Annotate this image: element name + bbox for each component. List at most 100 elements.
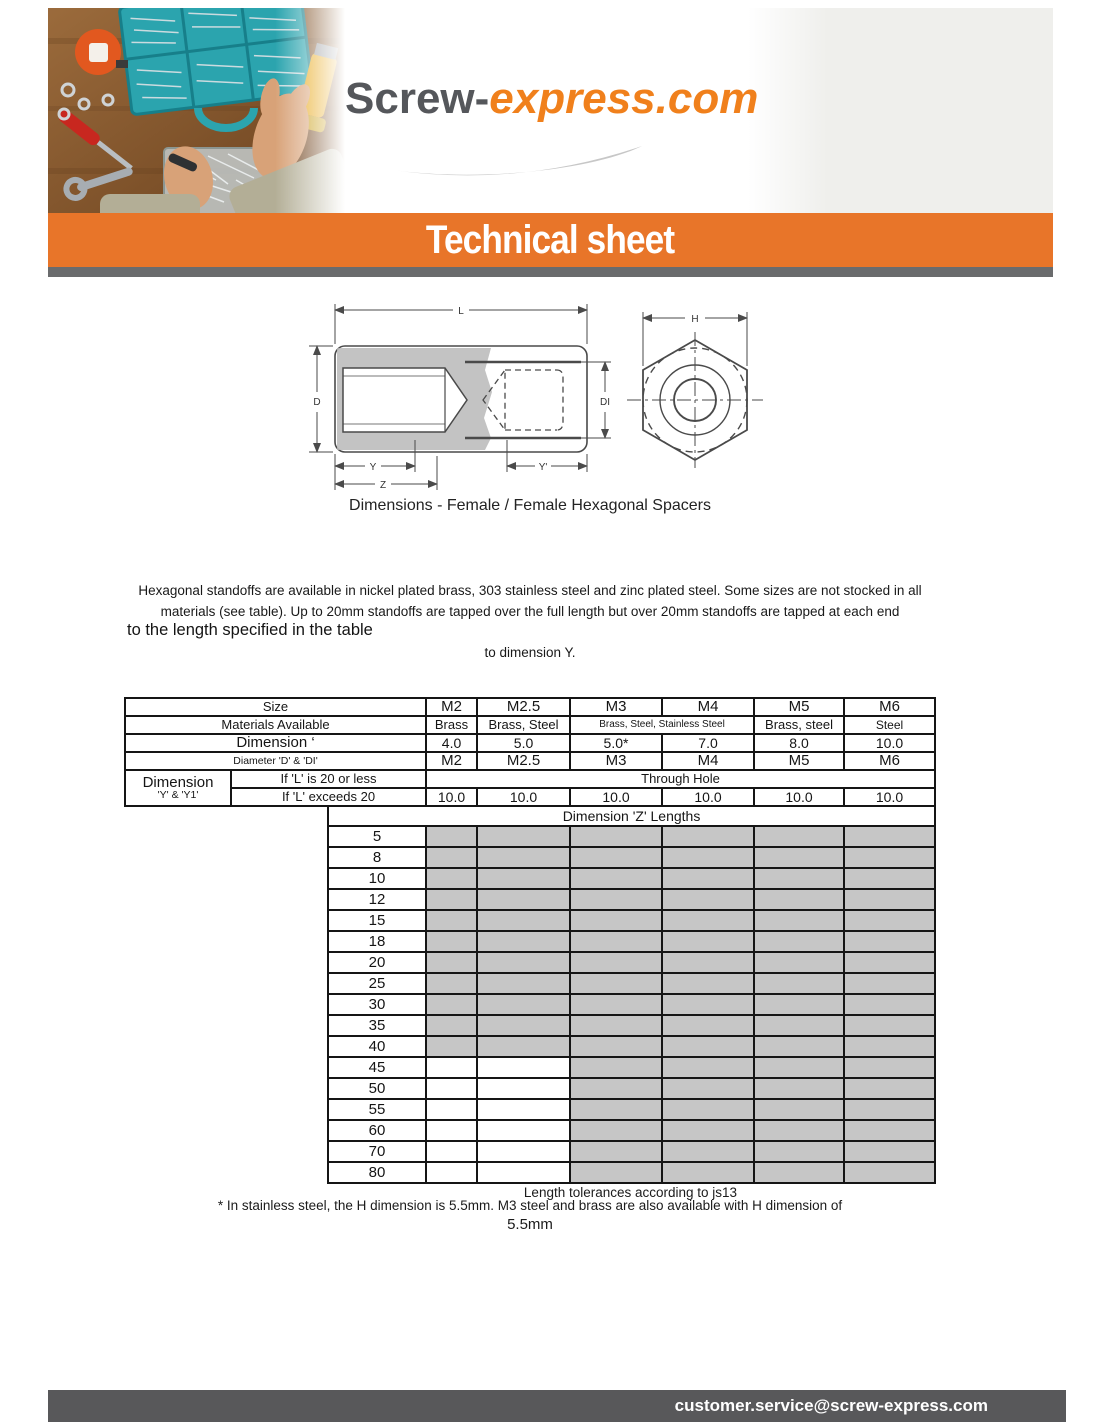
z-row-spacer — [125, 994, 328, 1015]
logo-text-express: express.com — [489, 74, 759, 123]
available-cell — [476, 1035, 572, 1058]
available-cell — [843, 993, 937, 1016]
z-row-spacer — [125, 1078, 328, 1099]
available-cell — [753, 1161, 846, 1184]
size-value: M4 — [661, 697, 756, 717]
z-row-spacer — [125, 1015, 328, 1036]
z-length-label: 12 — [326, 888, 428, 911]
z-row-spacer — [125, 1099, 328, 1120]
z-length-row: 60 — [125, 1119, 937, 1142]
condition-1-label: If 'L' is 20 or less — [229, 769, 428, 789]
dim-label-DI: DI — [600, 397, 610, 408]
z-row-spacer — [125, 868, 328, 889]
z-length-label: 80 — [326, 1161, 428, 1184]
spec-table: Size M2 M2.5 M3 M4 M5 M6 Materials Avail… — [123, 697, 937, 1184]
unavailable-cell — [425, 1056, 479, 1079]
available-cell — [476, 972, 572, 995]
unavailable-cell — [476, 1119, 572, 1142]
available-cell — [569, 1077, 664, 1100]
z-row-spacer — [125, 1162, 328, 1183]
condition-2-value: 10.0 — [753, 787, 846, 807]
available-cell — [753, 930, 846, 953]
available-cell — [753, 972, 846, 995]
available-cell — [843, 1098, 937, 1121]
available-cell — [753, 867, 846, 890]
available-cell — [661, 1077, 756, 1100]
available-cell — [476, 846, 572, 869]
available-cell — [661, 825, 756, 848]
available-cell — [661, 1098, 756, 1121]
dimension-h-value: 7.0 — [661, 733, 756, 753]
materials-row: Materials Available Brass Brass, Steel B… — [123, 715, 937, 735]
title-banner: Technical sheet — [48, 213, 1053, 267]
z-length-row: 20 — [125, 951, 937, 974]
z-length-label: 18 — [326, 930, 428, 953]
z-length-row: 25 — [125, 972, 937, 995]
available-cell — [569, 1119, 664, 1142]
diameter-value: M5 — [753, 751, 846, 771]
available-cell — [476, 825, 572, 848]
dimension-h-label: Dimension ‘ — [123, 733, 428, 753]
unavailable-cell — [476, 1098, 572, 1121]
diameter-label: Diameter 'D' & 'DI' — [123, 751, 428, 771]
materials-value: Brass, Steel, Stainless Steel — [569, 715, 756, 735]
condition-2-value: 10.0 — [843, 787, 937, 807]
spacer-drawing: L D DI Y Z Y' H — [309, 304, 763, 490]
available-cell — [661, 888, 756, 911]
screws-photo — [748, 8, 1053, 213]
footnote-line-2: 5.5mm — [507, 1216, 553, 1233]
workbench-photo-art — [48, 8, 345, 213]
available-cell — [753, 1077, 846, 1100]
customer-service-email[interactable]: customer.service@screw-express.com — [674, 1396, 988, 1415]
size-value: M2 — [425, 697, 479, 717]
logo: Screw-express.com — [345, 74, 758, 124]
available-cell — [843, 909, 937, 932]
z-length-row: 50 — [125, 1077, 937, 1100]
unavailable-cell — [425, 1119, 479, 1142]
available-cell — [569, 1014, 664, 1037]
condition-2-value: 10.0 — [661, 787, 756, 807]
condition-2-value: 10.0 — [569, 787, 664, 807]
available-cell — [425, 867, 479, 890]
available-cell — [661, 1035, 756, 1058]
materials-value: Brass, steel — [753, 715, 846, 735]
logo-swoosh — [392, 146, 642, 176]
z-row-spacer — [125, 1057, 328, 1078]
unavailable-cell — [425, 1161, 479, 1184]
available-cell — [843, 867, 937, 890]
z-length-label: 5 — [326, 825, 428, 848]
available-cell — [569, 930, 664, 953]
intro-line-4: to dimension Y. — [484, 645, 576, 660]
available-cell — [569, 867, 664, 890]
z-row-spacer — [125, 826, 328, 847]
materials-label: Materials Available — [123, 715, 428, 735]
z-length-label: 15 — [326, 909, 428, 932]
z-length-row: 30 — [125, 993, 937, 1016]
available-cell — [753, 1119, 846, 1142]
available-cell — [753, 909, 846, 932]
available-cell — [661, 1119, 756, 1142]
dimension-h-row: Dimension ‘ 4.0 5.0 5.0* 7.0 8.0 10.0 — [123, 733, 937, 753]
available-cell — [425, 1035, 479, 1058]
available-cell — [843, 951, 937, 974]
size-value: M2.5 — [476, 697, 572, 717]
screws-photo-art — [748, 8, 1053, 213]
available-cell — [476, 930, 572, 953]
materials-value: Brass — [425, 715, 479, 735]
diameter-value: M2 — [425, 751, 479, 771]
z-length-label: 8 — [326, 846, 428, 869]
diameter-row: Diameter 'D' & 'DI' M2 M2.5 M3 M4 M5 M6 — [123, 751, 937, 771]
z-length-label: 50 — [326, 1077, 428, 1100]
available-cell — [753, 951, 846, 974]
available-cell — [569, 888, 664, 911]
available-cell — [753, 1056, 846, 1079]
available-cell — [843, 972, 937, 995]
available-cell — [661, 951, 756, 974]
materials-value: Steel — [843, 715, 937, 735]
available-cell — [661, 1161, 756, 1184]
page-title: Technical sheet — [426, 217, 675, 262]
available-cell — [753, 1035, 846, 1058]
available-cell — [476, 867, 572, 890]
size-label: Size — [123, 697, 428, 717]
